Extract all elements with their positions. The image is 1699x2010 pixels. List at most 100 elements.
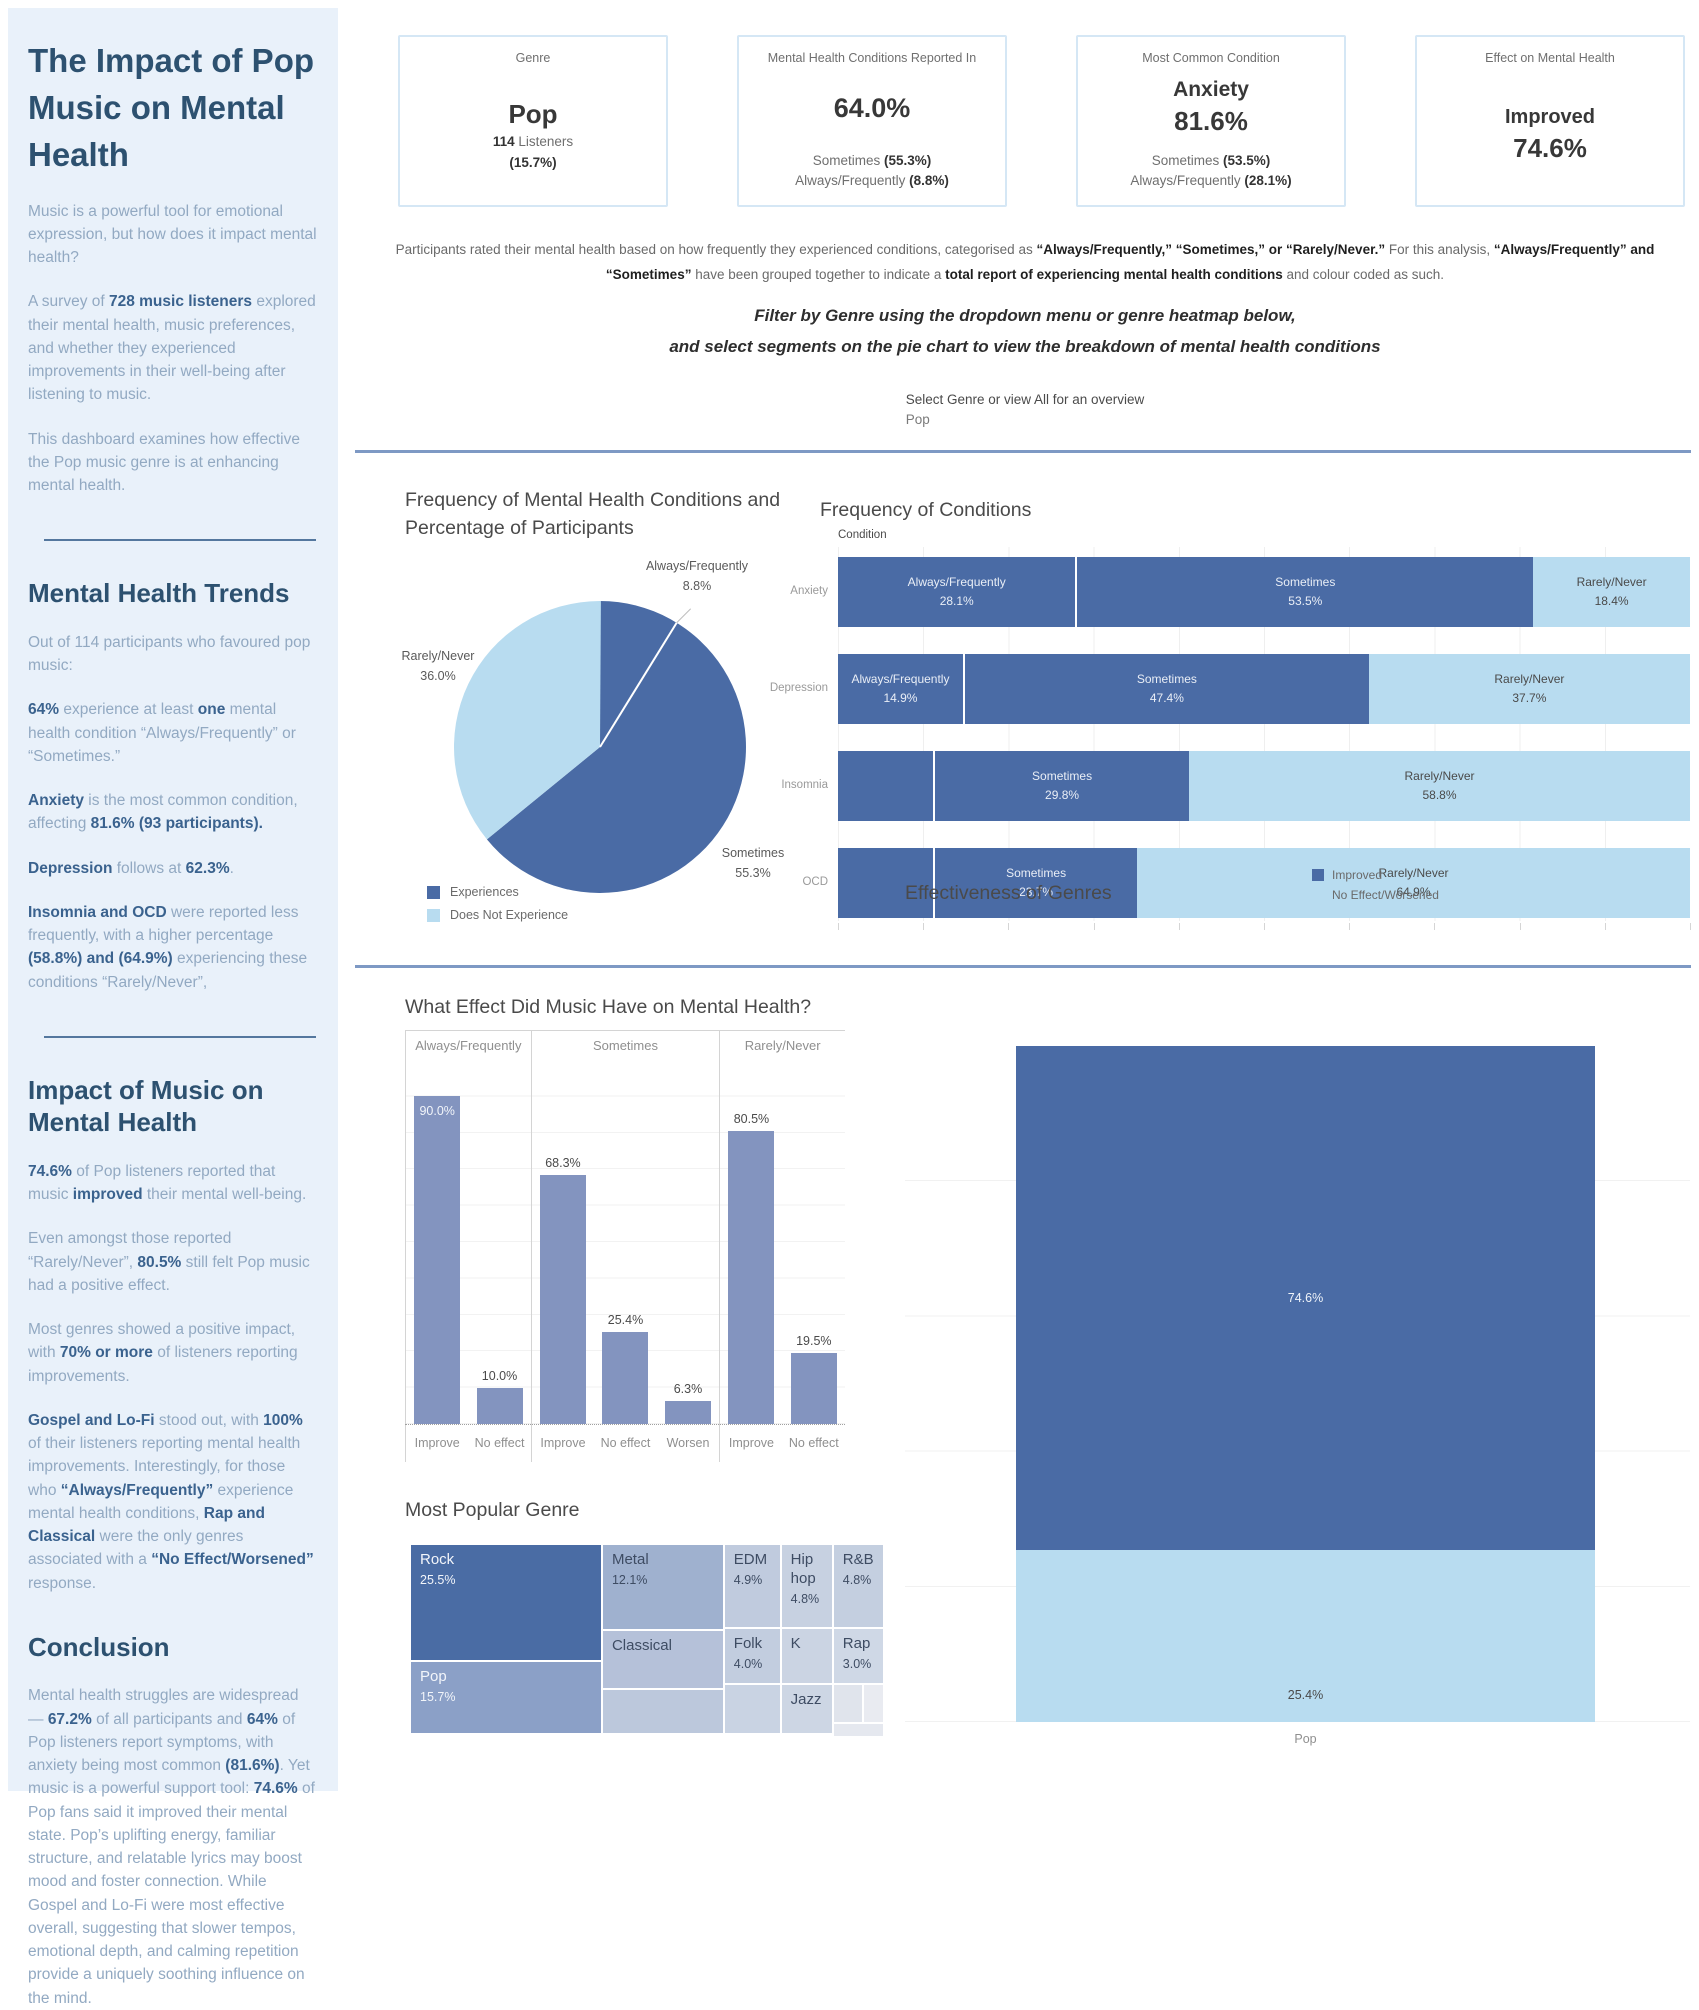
effect-panel-header: Always/Frequently <box>406 1030 531 1060</box>
conditions-chart: Anxiety Always/Frequently 28.1% Sometimes 53… <box>770 547 1691 930</box>
effect-x-tick-improve: Improve <box>728 1436 775 1450</box>
legend-label: Does Not Experience <box>450 908 569 922</box>
sidebar-paragraph: 64% experience at least one mental healt… <box>28 701 296 765</box>
pie-label-rarely-never: Rarely/Never 36.0% <box>401 649 475 683</box>
effect-bar-sometimes-no-effect[interactable] <box>602 1331 649 1424</box>
pie-leader-line <box>676 608 692 624</box>
sidebar-paragraph: 74.6% of Pop listeners reported that mus… <box>28 1162 307 1204</box>
effectiveness-legend: Improved No Effect/Worsened <box>1312 868 1439 908</box>
effect-x-tick-no-effect: No effect <box>600 1436 651 1450</box>
kpi-card-subtext: Sometimes (55.3%) Always/Frequently (8.8%… <box>795 152 949 188</box>
kpi-card-subtext: 114 Listeners (15.7%) <box>492 134 574 170</box>
effect-bar-rarely-never-no-effect[interactable] <box>790 1353 837 1424</box>
effect-bar-always-frequently-improve[interactable] <box>414 1096 461 1424</box>
pie-legend: Experiences Does Not Experience <box>427 885 568 931</box>
segment-depression-always-frequently[interactable]: Always/Frequently 14.9% <box>838 654 965 724</box>
treemap-cell-other[interactable] <box>862 1684 884 1723</box>
segment-insomnia-always-frequently[interactable] <box>838 751 936 821</box>
genre-select-label: Select Genre or view All for an overview <box>905 392 1145 407</box>
segment-ocd-rarely-never[interactable]: Rarely/Never 64.9% <box>1137 848 1690 918</box>
effect-x-tick-improve: Improve <box>540 1436 586 1450</box>
legend-swatch-icon <box>1312 889 1324 901</box>
treemap-cell-edm[interactable]: EDM 4.9% <box>723 1544 781 1629</box>
dashboard-title: The Impact of Pop Music on Mental Health <box>28 42 315 173</box>
effectiveness-worsened-segment[interactable]: 25.4% <box>1016 1550 1595 1722</box>
genre-select-dropdown[interactable]: Pop <box>905 412 930 427</box>
condition-row-label-anxiety: Anxiety <box>790 585 828 597</box>
treemap-cell-classical[interactable]: Classical <box>601 1630 724 1690</box>
effect-bar-column: 10.0% <box>468 1060 530 1424</box>
treemap-cell-rock[interactable]: Rock 25.5% <box>410 1544 602 1662</box>
segment-anxiety-sometimes[interactable]: Sometimes 53.5% <box>1077 557 1534 627</box>
treemap-cell-metal[interactable]: Metal 12.1% <box>601 1544 724 1631</box>
effect-panel-rarely-never: Rarely/Never 80.5% 19.5% Improve No effect <box>719 1030 845 1462</box>
filter-instructions: Filter by Genre using the dropdown menu … <box>360 300 1690 363</box>
legend-item-no-effect-worsened[interactable]: No Effect/Worsened <box>1312 888 1439 902</box>
segment-anxiety-rarely-never[interactable]: Rarely/Never 18.4% <box>1533 557 1690 627</box>
treemap-cell-rap[interactable]: Rap 3.0% <box>832 1628 884 1685</box>
sidebar: The Impact of Pop Music on Mental Health… <box>8 8 338 2007</box>
treemap-cell-other[interactable] <box>601 1689 724 1734</box>
sidebar-paragraph: Depression follows at 62.3%. <box>28 859 234 877</box>
effect-x-tick-worsen: Worsen <box>666 1436 710 1450</box>
pie-slice-does-not-experience[interactable] <box>453 600 601 840</box>
effect-x-tick-improve: Improve <box>414 1436 460 1450</box>
kpi-card-value: Anxiety 81.6% <box>1173 65 1249 151</box>
treemap-cell-hip-hop[interactable]: Hip hop 4.8% <box>780 1544 833 1629</box>
effect-bar-sometimes-improve[interactable] <box>539 1175 586 1424</box>
effect-panel-x-labels: Improve No effect <box>720 1424 845 1462</box>
treemap-cell-other[interactable] <box>832 1684 863 1723</box>
segment-depression-rarely-never[interactable]: Rarely/Never 37.7% <box>1368 654 1690 724</box>
segment-anxiety-always-frequently[interactable]: Always/Frequently 28.1% <box>838 557 1078 627</box>
legend-swatch-icon <box>427 885 440 899</box>
treemap-cell-r-b[interactable]: R&B 4.8% <box>832 1544 884 1629</box>
pie-slice-experiences[interactable] <box>486 601 746 893</box>
treemap-cell-jazz[interactable]: Jazz <box>780 1684 833 1734</box>
effect-bar-rarely-never-improve[interactable] <box>728 1131 775 1424</box>
segment-insomnia-rarely-never[interactable]: Rarely/Never 58.8% <box>1189 751 1690 821</box>
kpi-value-line: Anxiety <box>1173 78 1249 102</box>
legend-item-experiences[interactable]: Experiences <box>427 885 568 899</box>
kpi-value-line: Pop <box>508 99 558 130</box>
legend-label: No Effect/Worsened <box>1332 888 1439 902</box>
effect-bar-column: 80.5% <box>720 1060 782 1424</box>
segment-ocd-sometimes[interactable]: Sometimes 23.7% <box>935 848 1138 918</box>
effectiveness-improved-label: 74.6% <box>1287 1291 1324 1306</box>
treemap-cell-pop[interactable]: Pop 15.7% <box>410 1661 602 1734</box>
segment-ocd-always-frequently[interactable] <box>838 848 936 918</box>
segment-depression-sometimes[interactable]: Sometimes 47.4% <box>964 654 1369 724</box>
treemap-cell-other[interactable] <box>723 1684 781 1734</box>
effect-bar-always-frequently-no-effect[interactable] <box>476 1387 523 1424</box>
axis-tick <box>1690 923 1691 930</box>
pie-slice-separator <box>599 622 678 748</box>
legend-item-improved[interactable]: Improved <box>1312 868 1439 882</box>
condition-row-label-depression: Depression <box>769 682 828 694</box>
kpi-card-value: 64.0% <box>834 65 911 151</box>
kpi-card-value: Pop 114 Listeners (15.7%) <box>493 65 573 205</box>
effect-bar-value: 6.3% <box>673 1382 703 1397</box>
effectiveness-worsened-label: 25.4% <box>1287 1688 1324 1702</box>
sidebar-paragraph: Insomnia and OCD were reported less freq… <box>28 903 308 991</box>
treemap-cell-other[interactable] <box>832 1722 884 1737</box>
effect-bar-value: 10.0% <box>481 1368 518 1383</box>
treemap-cell-folk[interactable]: Folk 4.0% <box>723 1628 781 1685</box>
treemap-cell-k[interactable]: K <box>780 1628 833 1685</box>
effect-panel-plot: 80.5% 19.5% <box>720 1060 845 1424</box>
sidebar-paragraph: Music is a powerful tool for emotional e… <box>28 202 317 267</box>
sidebar-divider <box>44 1035 316 1038</box>
effectiveness-x-tick: Pop <box>1294 1732 1317 1746</box>
axis-tick <box>1093 923 1095 930</box>
segment-insomnia-sometimes[interactable]: Sometimes 29.8% <box>935 751 1190 821</box>
legend-item-does-not-experience[interactable]: Does Not Experience <box>427 908 568 922</box>
effect-panel-header: Sometimes <box>531 1030 720 1060</box>
effect-bar-value: 80.5% <box>733 1111 770 1126</box>
sidebar-sections: Mental Health Trends Out of 114 participa… <box>28 539 318 2010</box>
effect-bar-column: 90.0% <box>406 1060 468 1424</box>
effect-bar-sometimes-worsen[interactable] <box>664 1401 711 1424</box>
effectiveness-improved-segment[interactable]: 74.6% <box>1016 1046 1595 1551</box>
sidebar-paragraph: Anxiety is the most common condition, af… <box>28 792 298 833</box>
effect-chart-title: What Effect Did Music Have on Mental Hea… <box>405 996 812 1018</box>
methodology-note: Participants rated their mental health b… <box>395 242 1655 282</box>
filter-instruction-line: and select segments on the pie chart to … <box>669 337 1381 357</box>
conditions-chart-title: Frequency of Conditions <box>820 499 1032 521</box>
